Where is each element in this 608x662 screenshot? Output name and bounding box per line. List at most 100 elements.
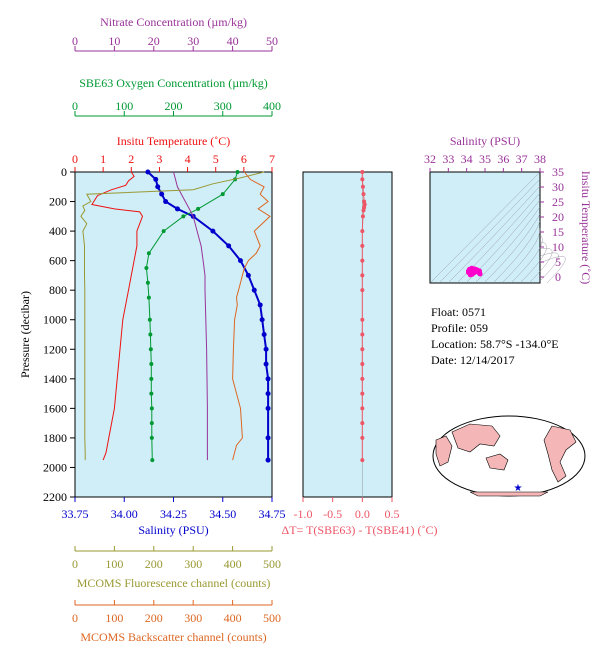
pressure-tick-label: 800 [49, 283, 67, 297]
salinity-point [145, 169, 151, 175]
delta-t-point [360, 435, 365, 440]
oxygen-point [220, 192, 225, 197]
ts-diagram-panel: Salinity (PSU) 32 33 34 35 36 37 38 051015202530… [424, 134, 593, 284]
map-landmass-asia [451, 423, 501, 453]
oxygen-point [147, 317, 152, 322]
temperature-tick-label: 1 [100, 152, 106, 166]
float-location: Location: 58.7°S -134.0°E [431, 337, 559, 351]
salinity-point [155, 184, 161, 190]
delta-t-point [360, 184, 365, 189]
isopycnal-contour [438, 178, 541, 284]
bottom-axes: 0 100 200 300 400 500 MCOMS Fluorescence chann… [72, 546, 281, 644]
oxygen-point [235, 170, 240, 174]
delta-t-point [360, 362, 365, 367]
temperature-axis-label: Insitu Temperature (˚C) [117, 134, 231, 148]
delta-t-panel: -1.0 -0.5 0.0 0.5 ΔT= T(SBE63) - T(SBE41) (˚… [281, 170, 438, 537]
oxygen-point [196, 206, 201, 211]
salinity-point [257, 302, 263, 308]
temperature-tick-label: 0 [72, 152, 78, 166]
isopycnal-contour [456, 192, 541, 284]
isopycnal-contour [539, 256, 566, 284]
pressure-tick-label: 1400 [43, 372, 67, 386]
ts-temperature-tick-label: 15 [552, 225, 564, 239]
delta-t-axis-label: ΔT= T(SBE63) - T(SBE41) (˚C) [281, 523, 437, 537]
delta-t-point [360, 258, 365, 263]
temperature-tick-label: 5 [213, 152, 219, 166]
salinity-tick-label: 34.75 [259, 507, 286, 521]
oxygen-point [148, 347, 153, 352]
delta-t-point [360, 421, 365, 426]
salinity-profile-line [147, 171, 270, 461]
profile-date: Date: 12/14/2017 [431, 353, 515, 367]
delta-t-point [360, 332, 365, 337]
salinity-tick-label: 33.75 [62, 507, 89, 521]
ts-salinity-tick-label: 35 [479, 152, 491, 166]
salinity-point [259, 317, 265, 323]
pressure-tick-label: 400 [49, 224, 67, 238]
ts-temperature-tick-label: 5 [555, 255, 561, 269]
fluorescence-tick-label: 200 [145, 557, 163, 571]
backscatter-axis-label: MCOMS Backscatter channel (counts) [80, 630, 266, 644]
backscatter-tick-label: 300 [184, 611, 202, 625]
oxygen-point [161, 229, 166, 234]
isopycnal-contour [510, 234, 543, 284]
temperature-tick-label: 6 [241, 152, 247, 166]
fluorescence-profile-line [80, 171, 265, 461]
nitrate-tick-label: 30 [187, 34, 199, 48]
temperature-tick-label: 3 [156, 152, 162, 166]
oxygen-point [149, 435, 154, 440]
delta-t-tick-label: -1.0 [294, 507, 313, 521]
fluorescence-tick-label: 400 [224, 557, 242, 571]
oxygen-point [150, 458, 155, 463]
float-location-marker: ★ [514, 483, 523, 494]
ts-salinity-tick-label: 36 [497, 152, 509, 166]
pressure-tick-label: 1000 [43, 313, 67, 327]
pressure-tick-label: 0 [61, 165, 67, 179]
backscatter-profile-line [232, 171, 271, 461]
salinity-point [263, 361, 269, 367]
salinity-point [210, 228, 216, 234]
oxygen-tick-label: 400 [263, 99, 281, 113]
delta-t-point [360, 214, 365, 219]
nitrate-profile-line [173, 171, 208, 461]
delta-t-point [360, 347, 365, 352]
salinity-axis-label: Salinity (PSU) [138, 523, 208, 537]
nitrate-tick-label: 20 [148, 34, 160, 48]
delta-panel-background [302, 171, 393, 498]
pressure-tick-label: 2000 [43, 460, 67, 474]
map-landmass-americas [543, 425, 577, 483]
nitrate-tick-label: 40 [227, 34, 239, 48]
isopycnal-contour [501, 227, 541, 284]
fluorescence-tick-label: 300 [184, 557, 202, 571]
temperature-tick-label: 7 [269, 152, 275, 166]
isopycnal-contour [483, 213, 541, 284]
salinity-point [251, 287, 257, 293]
main-panel-background [74, 171, 273, 498]
isopycnal-contour [429, 171, 541, 284]
ts-salinity-tick-label: 38 [534, 152, 546, 166]
salinity-point [265, 435, 271, 441]
salinity-point [263, 346, 269, 352]
ts-temperature-tick-label: 30 [552, 180, 564, 194]
oxygen-axis-label: SBE63 Oxygen Concentration (µm/kg) [79, 76, 268, 90]
backscatter-tick-label: 500 [263, 611, 281, 625]
ts-salinity-tick-label: 37 [516, 152, 528, 166]
ts-temperature-tick-label: 10 [552, 240, 564, 254]
salinity-tick-label: 34.25 [160, 507, 187, 521]
ts-salinity-tick-label: 34 [461, 152, 473, 166]
oxygen-point [149, 376, 154, 381]
ts-temperature-tick-label: 20 [552, 210, 564, 224]
nitrate-tick-label: 0 [72, 34, 78, 48]
salinity-point [174, 206, 180, 212]
fluorescence-axis-label: MCOMS Fluorescence channel (counts) [77, 576, 271, 590]
temperature-profile-line [91, 171, 144, 461]
salinity-point [265, 376, 271, 382]
pressure-tick-label: 2200 [43, 490, 67, 504]
fluorescence-tick-label: 500 [263, 557, 281, 571]
main-profile-panel: Insitu Temperature (˚C) 0 1 2 3 4 5 6 7 0 200 400 60… [18, 134, 286, 537]
oxygen-tick-label: 0 [72, 99, 78, 113]
pressure-axis-label: Pressure (decibar) [18, 291, 32, 378]
salinity-point [163, 199, 169, 205]
salinity-point [237, 258, 243, 264]
oxygen-point [149, 421, 154, 426]
